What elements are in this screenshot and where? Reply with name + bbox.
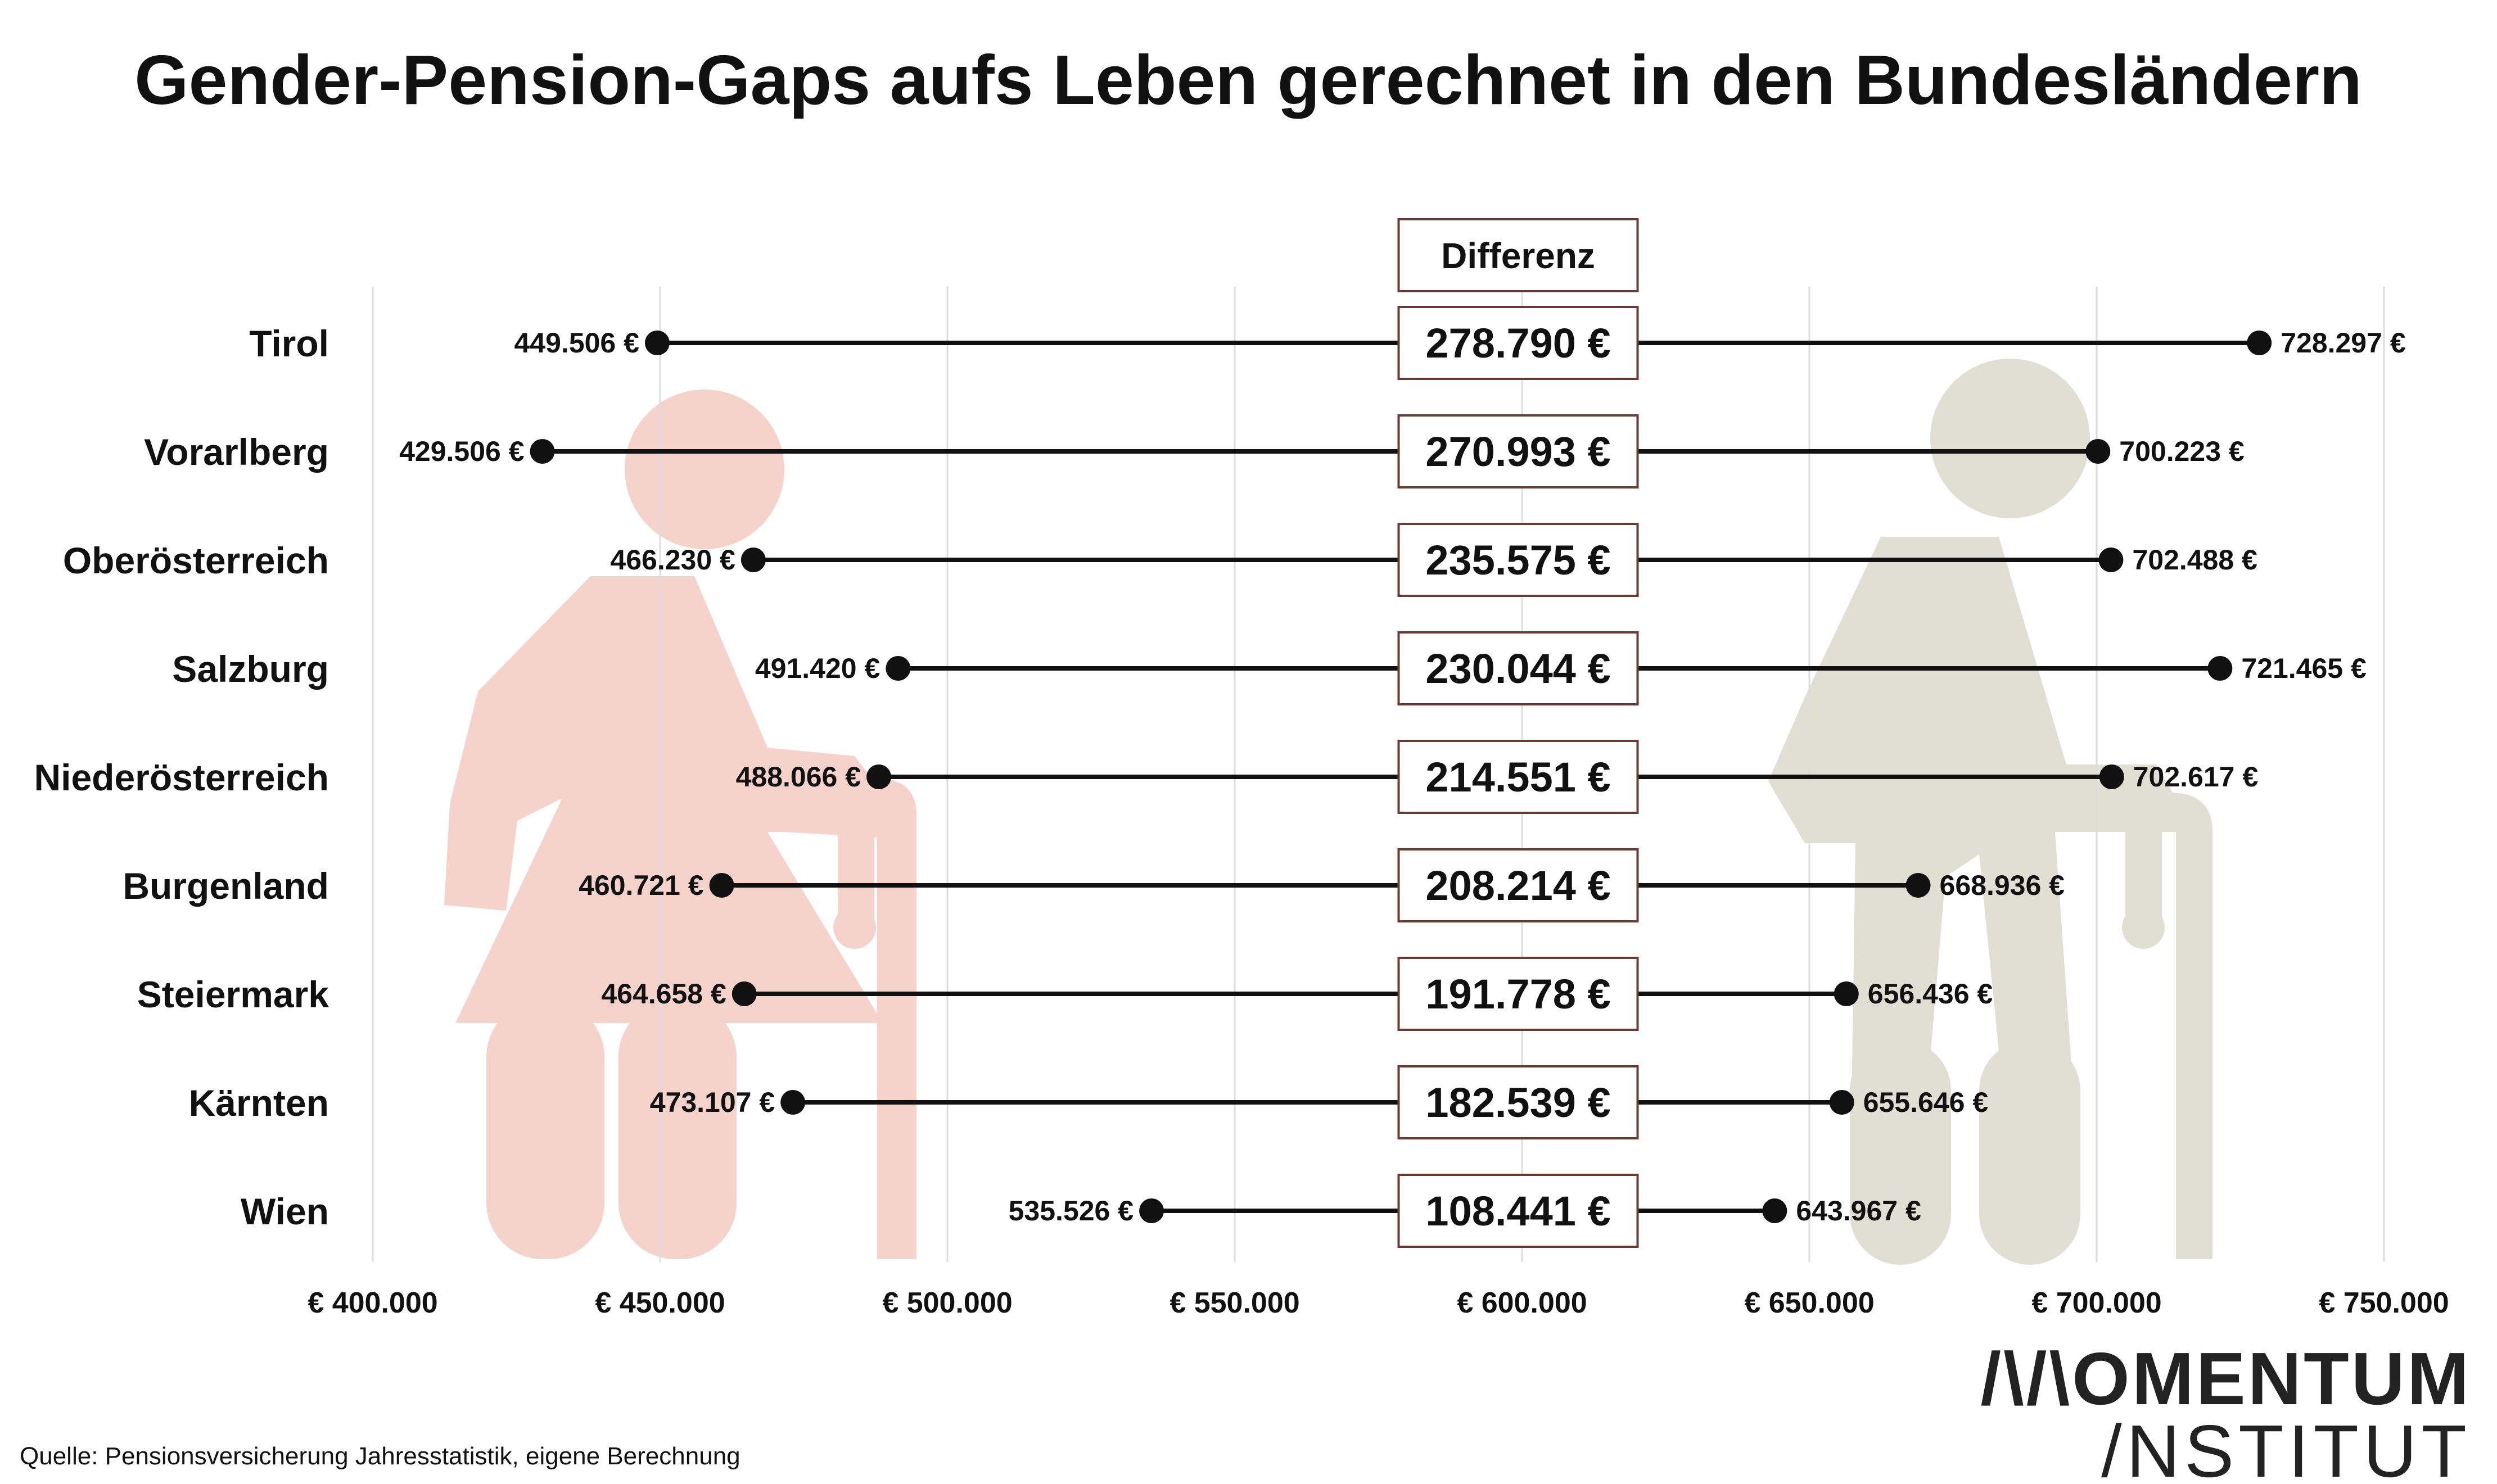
low-value-point — [644, 331, 670, 355]
difference-box — [1397, 740, 1639, 814]
low-value-label: 488.066 € — [736, 761, 861, 793]
low-value-label: 491.420 € — [755, 653, 880, 684]
high-value-point — [2247, 331, 2272, 355]
region-label: Salzburg — [172, 648, 329, 690]
low-value-point — [740, 548, 766, 572]
high-value-point — [2099, 764, 2124, 789]
difference-column: Differenz 278.790 € 270.993 € 235.575 € 230.… — [1397, 218, 1639, 1248]
region-label: Burgenland — [123, 865, 329, 907]
high-value-point — [1834, 981, 1859, 1006]
high-value-point — [2207, 656, 2233, 681]
low-value-label: 460.721 € — [579, 870, 703, 901]
difference-value: 191.778 € — [1425, 971, 1610, 1017]
high-value-label: 655.646 € — [1863, 1087, 1988, 1118]
difference-value: 208.214 € — [1425, 862, 1610, 909]
difference-value: 214.551 € — [1425, 754, 1610, 800]
low-value-point — [780, 1090, 806, 1115]
low-value-label: 535.526 € — [1009, 1195, 1134, 1227]
source-note: Quelle: Pensionsversicherung Jahresstati… — [20, 1442, 740, 1470]
woman-figure-icon — [444, 390, 916, 1259]
x-tick-label: € 700.000 — [2031, 1287, 2161, 1319]
difference-value: 235.575 € — [1425, 537, 1610, 583]
x-tick-label: € 750.000 — [2319, 1287, 2449, 1319]
difference-value: 270.993 € — [1425, 428, 1610, 475]
low-value-label: 449.506 € — [514, 327, 639, 359]
x-tick-label: € 600.000 — [1457, 1287, 1587, 1319]
low-value-label: 473.107 € — [650, 1087, 775, 1118]
high-value-label: 728.297 € — [2281, 327, 2405, 359]
difference-value: 230.044 € — [1425, 645, 1610, 692]
x-tick-label: € 550.000 — [1170, 1287, 1299, 1319]
low-value-point — [530, 439, 555, 464]
x-tick-label: € 500.000 — [882, 1287, 1012, 1319]
region-label: Niederösterreich — [34, 757, 329, 798]
x-tick-label: € 400.000 — [308, 1287, 437, 1319]
low-value-label: 466.230 € — [610, 544, 735, 576]
difference-box — [1397, 523, 1639, 597]
low-value-point — [886, 656, 911, 681]
logo-line-1: /\/\OMENTUM — [1980, 1337, 2471, 1420]
x-axis: € 400.000 € 450.000 € 500.000 € 550.000 € 60… — [308, 1287, 2449, 1319]
difference-value: 108.441 € — [1425, 1188, 1610, 1234]
difference-value: 278.790 € — [1425, 320, 1610, 367]
high-value-point — [1906, 873, 1931, 898]
region-label: Kärnten — [189, 1082, 329, 1124]
difference-header: Differenz — [1441, 236, 1595, 276]
low-value-point — [866, 764, 892, 789]
high-value-label: 702.617 € — [2133, 761, 2258, 793]
region-label: Tirol — [249, 323, 329, 364]
high-value-label: 668.936 € — [1940, 870, 2065, 901]
low-value-label: 429.506 € — [399, 436, 524, 467]
difference-box — [1397, 414, 1639, 488]
man-figure-icon — [1768, 359, 2212, 1265]
region-label: Steiermark — [137, 974, 329, 1015]
chart-title: Gender-Pension-Gaps aufs Leben gerechnet… — [134, 42, 2362, 119]
momentum-institut-logo: /\/\OMENTUM /NSTITUT — [1980, 1337, 2471, 1484]
high-value-label: 721.465 € — [2241, 653, 2366, 684]
region-label: Vorarlberg — [144, 431, 329, 473]
low-value-point — [709, 873, 734, 898]
high-value-label: 656.436 € — [1868, 978, 1993, 1010]
difference-box — [1397, 1065, 1639, 1139]
difference-box — [1397, 631, 1639, 705]
high-value-label: 702.488 € — [2132, 544, 2257, 576]
region-label: Wien — [241, 1191, 329, 1232]
difference-header-box — [1397, 218, 1639, 292]
high-value-point — [2098, 548, 2124, 572]
difference-box — [1397, 848, 1639, 922]
difference-box — [1397, 957, 1639, 1031]
logo-line-2: /NSTITUT — [2101, 1410, 2471, 1484]
high-value-point — [1829, 1090, 1854, 1115]
low-value-label: 464.658 € — [601, 978, 726, 1010]
low-value-point — [1139, 1198, 1164, 1223]
difference-value: 182.539 € — [1425, 1079, 1610, 1126]
low-value-point — [732, 981, 757, 1006]
difference-box — [1397, 306, 1639, 380]
high-value-label: 643.967 € — [1796, 1195, 1921, 1227]
x-tick-label: € 450.000 — [595, 1287, 725, 1319]
region-label: Oberösterreich — [63, 540, 329, 581]
high-value-point — [1762, 1198, 1787, 1223]
high-value-label: 700.223 € — [2119, 436, 2244, 467]
rows: Tirol 449.506 € 728.297 € Vorarlberg 429.506… — [34, 323, 2405, 1232]
high-value-point — [2085, 439, 2111, 464]
x-tick-label: € 650.000 — [1744, 1287, 1874, 1319]
difference-box — [1397, 1174, 1639, 1248]
